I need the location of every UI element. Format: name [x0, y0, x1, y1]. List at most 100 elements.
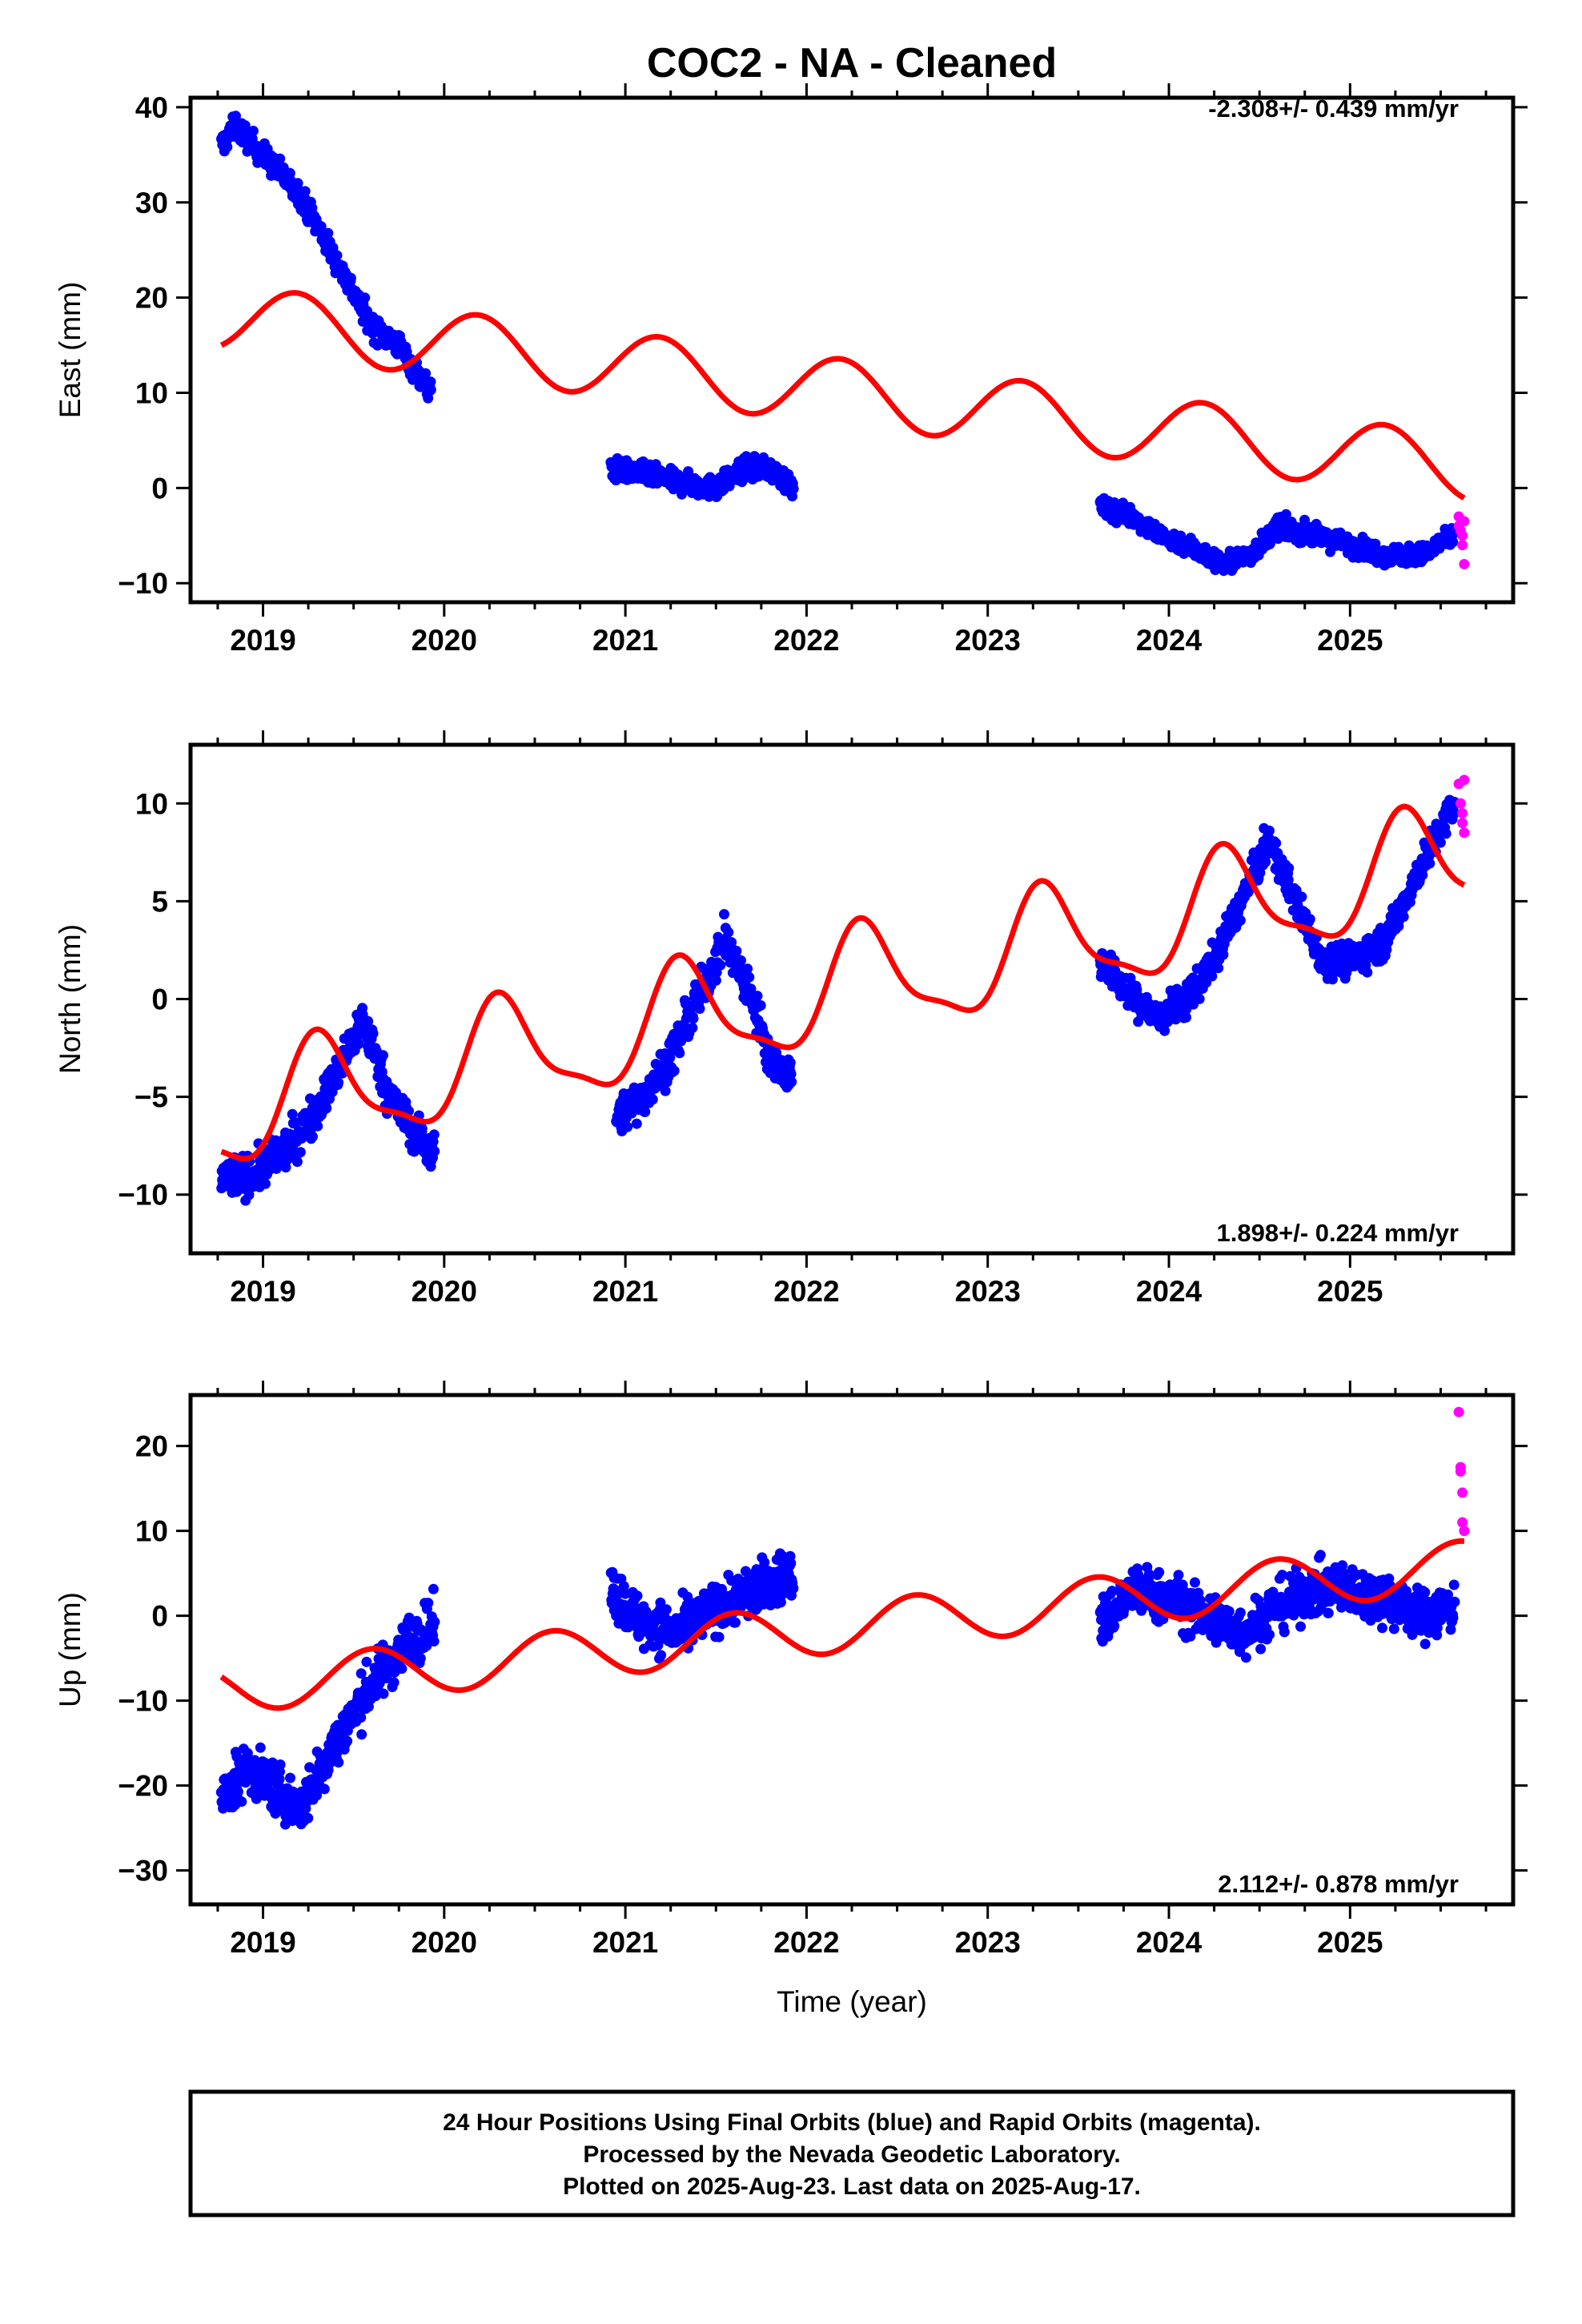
final-point	[260, 1178, 271, 1189]
final-point	[1283, 875, 1294, 886]
final-point	[275, 1759, 286, 1770]
x-tick-label: 2024	[1136, 1275, 1203, 1308]
y-tick-label: 20	[135, 282, 168, 315]
final-point	[785, 1057, 796, 1068]
final-point	[1315, 1550, 1326, 1561]
final-point	[1295, 1621, 1306, 1632]
final-point	[355, 1668, 367, 1679]
final-point	[1323, 1607, 1334, 1618]
final-point	[683, 466, 694, 477]
x-tick-label: 2022	[773, 1926, 839, 1959]
final-point	[755, 1000, 766, 1011]
final-point	[1362, 967, 1373, 978]
final-point	[655, 1597, 666, 1608]
x-ticks: 2019 2020 2021 2022 2023 2024 2025	[216, 730, 1488, 1308]
final-point	[656, 1650, 667, 1661]
final-point	[785, 1068, 797, 1080]
final-point	[1331, 1566, 1341, 1578]
final-point	[331, 250, 343, 261]
final-point	[255, 1742, 266, 1753]
final-point	[1223, 1606, 1235, 1617]
y-tick-label: 0	[151, 472, 168, 505]
final-point	[321, 1103, 332, 1114]
x-tick-label: 2022	[773, 624, 839, 657]
rapid-point	[1459, 516, 1470, 527]
x-tick-label: 2021	[592, 624, 658, 657]
final-point	[1449, 807, 1460, 818]
figure-title: COC2 - NA - Cleaned	[647, 40, 1057, 86]
x-tick-label: 2020	[412, 1275, 477, 1308]
final-point	[1173, 1570, 1184, 1581]
final-point	[1447, 537, 1459, 548]
y-axis-label: East (mm)	[54, 282, 86, 419]
final-point	[694, 1003, 705, 1014]
final-point	[1440, 828, 1452, 839]
final-point	[775, 1597, 786, 1608]
x-tick-label: 2019	[230, 1926, 295, 1959]
x-tick-label: 2019	[230, 1275, 295, 1308]
x-tick-label: 2025	[1317, 1275, 1383, 1308]
final-point	[1377, 1622, 1387, 1634]
final-point	[788, 1582, 799, 1594]
final-point	[355, 1712, 367, 1723]
final-point	[295, 1147, 306, 1158]
y-axis-label: North (mm)	[54, 924, 86, 1074]
footer-box: 24 Hour Positions Using Final Orbits (bl…	[188, 2089, 1516, 2217]
final-point	[1388, 1623, 1399, 1634]
final-point	[315, 221, 327, 232]
final-point	[1424, 858, 1435, 869]
rapid-point	[1457, 540, 1468, 551]
y-tick-label: 30	[135, 187, 168, 219]
final-point	[1304, 914, 1315, 925]
final-point	[744, 971, 755, 983]
model-curve	[219, 290, 1466, 501]
final-point	[1407, 1629, 1418, 1640]
y-tick-label: 5	[151, 885, 168, 918]
final-point	[1296, 891, 1307, 903]
final-point	[631, 1118, 642, 1129]
up-panel: Up (mm)2019 2020 2021 2022 2023 2024 2025−30−2…	[54, 1381, 1528, 1959]
final-point	[319, 1783, 330, 1795]
final-point	[752, 991, 763, 1002]
x-ticks: 2019 2020 2021 2022 2023 2024 2025	[216, 83, 1488, 657]
final-point	[356, 1729, 367, 1740]
rapid-point	[1455, 1466, 1466, 1477]
y-tick-label: −30	[118, 1855, 168, 1888]
final-point	[660, 1085, 671, 1096]
final-point	[307, 1131, 318, 1142]
final-point	[719, 909, 729, 920]
final-point	[290, 1117, 301, 1128]
final-points	[215, 1548, 1460, 1830]
final-point	[420, 368, 432, 379]
final-point	[1419, 1638, 1431, 1650]
final-point	[285, 1772, 295, 1783]
x-tick-label: 2023	[955, 1926, 1021, 1959]
final-point	[1185, 1630, 1196, 1642]
x-tick-label: 2024	[1136, 1926, 1203, 1959]
x-tick-label: 2020	[412, 1926, 477, 1959]
final-point	[1195, 1594, 1206, 1606]
rate-label: 1.898+/- 0.224 mm/yr	[1217, 1219, 1459, 1247]
rate-label: 2.112+/- 0.878 mm/yr	[1218, 1870, 1459, 1898]
final-point	[231, 111, 241, 122]
rapid-points	[1453, 1406, 1470, 1537]
final-point	[408, 1146, 420, 1157]
final-point	[1255, 1643, 1267, 1655]
rapid-point	[1459, 558, 1470, 569]
rapid-point	[1457, 807, 1468, 818]
final-point	[1445, 1624, 1456, 1635]
rate-label: -2.308+/- 0.439 mm/yr	[1208, 94, 1459, 123]
final-point	[612, 1589, 623, 1600]
x-tick-label: 2020	[412, 624, 477, 657]
final-point	[236, 1796, 247, 1807]
x-tick-label: 2022	[773, 1275, 839, 1308]
final-point	[353, 1039, 364, 1050]
final-point	[632, 1590, 643, 1602]
y-axis-label: Up (mm)	[54, 1592, 86, 1707]
rapid-point	[1453, 1406, 1464, 1417]
final-point	[416, 1123, 428, 1134]
model-curve	[219, 1538, 1465, 1711]
final-point	[1143, 1569, 1154, 1580]
